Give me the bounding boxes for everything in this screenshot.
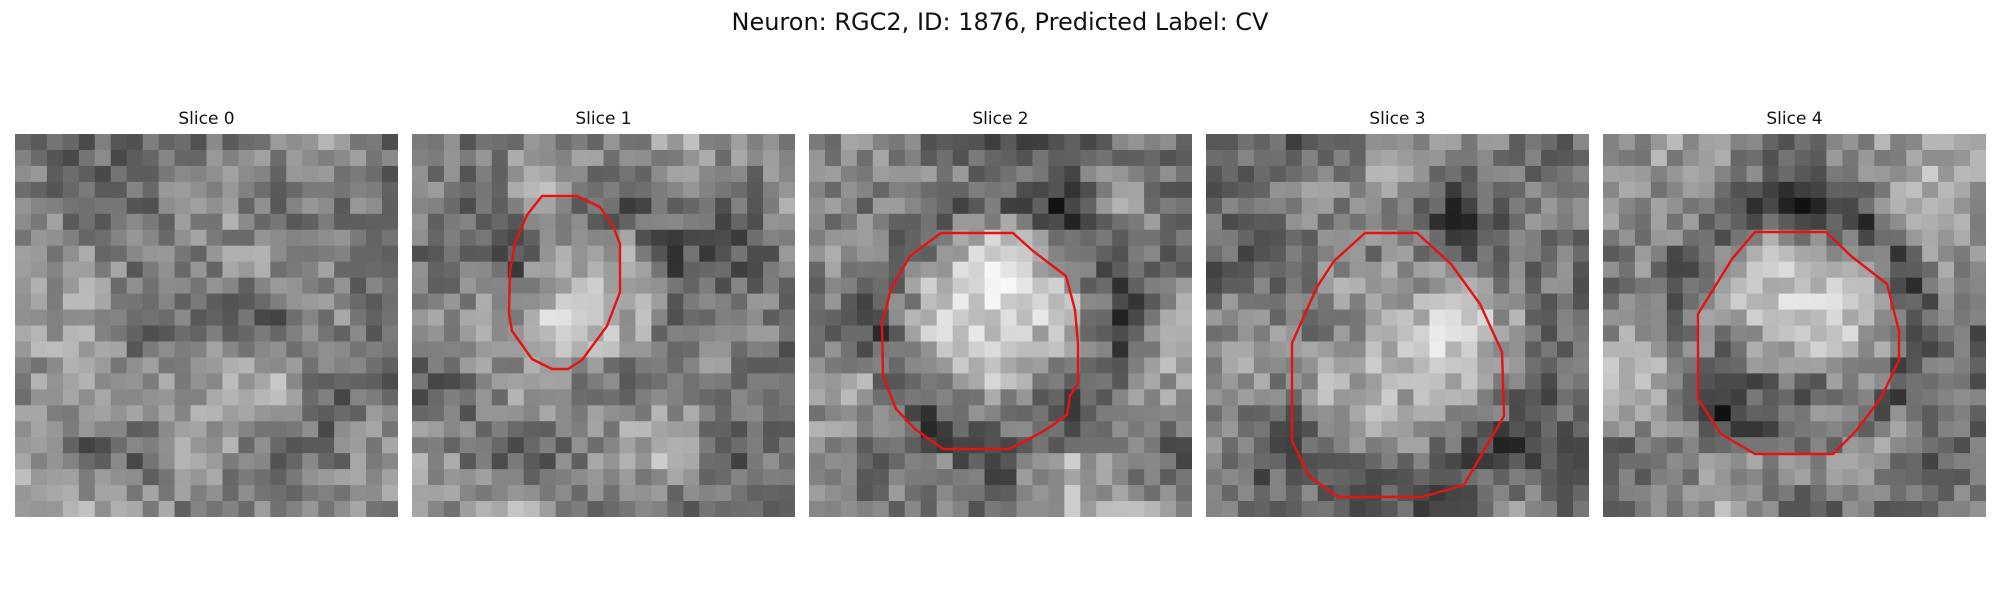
slice-title-4: Slice 4 <box>1766 109 1823 129</box>
slice-image-3 <box>1206 134 1589 517</box>
cell-contour-4 <box>1696 230 1901 456</box>
slice-title-3: Slice 3 <box>1369 109 1426 129</box>
slice-image-1 <box>412 134 795 517</box>
figure-title: Neuron: RGC2, ID: 1876, Predicted Label:… <box>731 8 1269 36</box>
slice-title-0: Slice 0 <box>178 109 235 129</box>
slice-title-2: Slice 2 <box>972 109 1029 129</box>
cell-contour-1 <box>507 194 622 371</box>
slice-image-2 <box>809 134 1192 517</box>
slice-image-0 <box>15 134 398 517</box>
slice-title-1: Slice 1 <box>575 109 632 129</box>
cell-contour-2 <box>880 231 1080 451</box>
slice-image-4 <box>1603 134 1986 517</box>
cell-contour-3 <box>1290 231 1506 499</box>
